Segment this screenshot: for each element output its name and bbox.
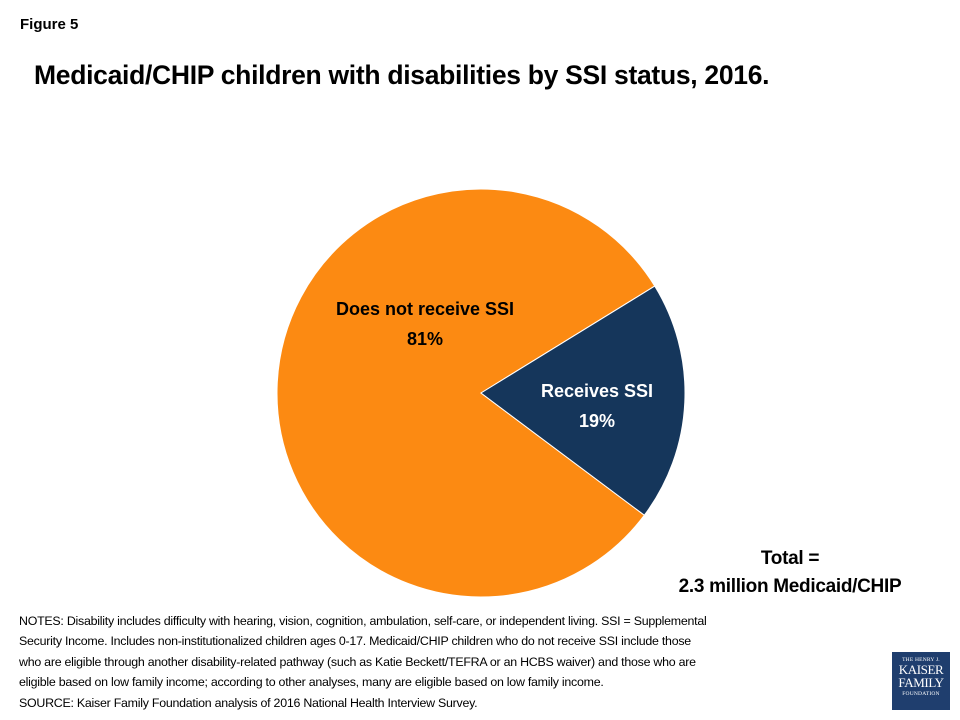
notes: NOTES: Disability includes difficulty wi… xyxy=(19,611,707,713)
notes-line: NOTES: Disability includes difficulty wi… xyxy=(19,614,707,628)
logo-line: THE HENRY J. xyxy=(902,657,940,663)
logo-line: FAMILY xyxy=(898,675,944,690)
total-line-1: Total = xyxy=(760,548,820,569)
total-annotation: Total = 2.3 million Medicaid/CHIP xyxy=(630,545,950,601)
value-receives-ssi: 19% xyxy=(579,411,615,431)
value-does-not-receive-ssi: 81% xyxy=(407,329,443,349)
notes-line: Security Income. Includes non-institutio… xyxy=(19,634,691,649)
slice-does-not-receive-ssi xyxy=(276,188,656,598)
logo-line: FOUNDATION xyxy=(902,691,940,697)
notes-line: who are eligible through another disabil… xyxy=(19,654,696,669)
kff-logo: THE HENRY J. KAISER FAMILY FOUNDATION xyxy=(892,652,950,710)
slice-receives-ssi xyxy=(480,285,686,516)
source-line: SOURCE: Kaiser Family Foundation analysi… xyxy=(19,695,478,710)
logo-line: KAISER xyxy=(898,662,944,677)
label-receives-ssi: Receives SSI xyxy=(541,381,653,401)
chart-title: Medicaid/CHIP children with disabilities… xyxy=(34,60,770,90)
label-does-not-receive-ssi: Does not receive SSI xyxy=(336,299,514,319)
total-line-2: 2.3 million Medicaid/CHIP xyxy=(678,576,902,597)
notes-line: eligible based on low family income; acc… xyxy=(19,675,604,690)
figure-label: Figure 5 xyxy=(20,16,79,33)
